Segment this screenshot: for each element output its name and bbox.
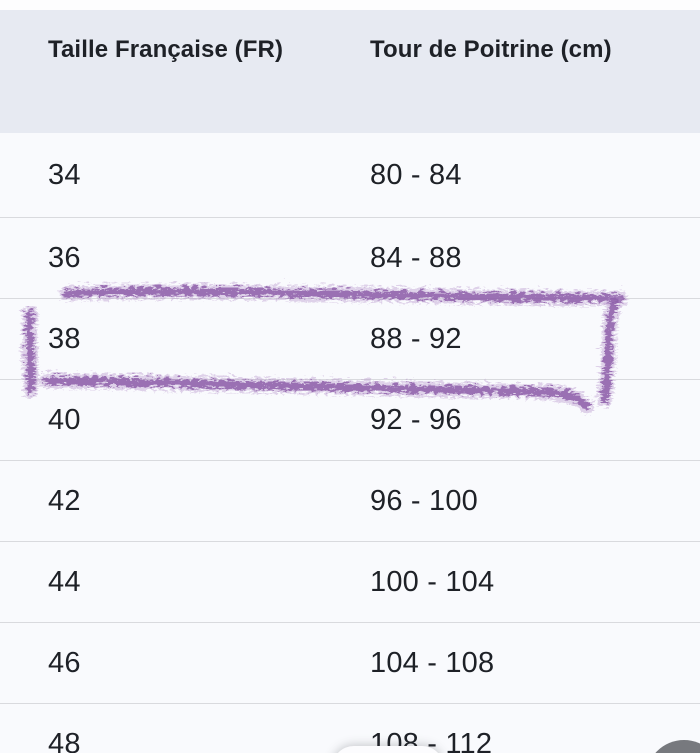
size-cell: 48 <box>48 727 81 753</box>
peek-button[interactable] <box>332 746 444 753</box>
table-row-34: 34 80 - 84 <box>0 133 700 217</box>
size-chart-table: Taille Française (FR) Tour de Poitrine (… <box>0 10 700 753</box>
table-body: 34 80 - 84 36 84 - 88 38 88 - 92 40 92 -… <box>0 133 700 753</box>
chest-range-cell: 80 - 84 <box>370 158 462 191</box>
column-header-chest-circumference: Tour de Poitrine (cm) <box>370 36 612 63</box>
size-cell: 44 <box>48 565 81 598</box>
chest-range-cell: 88 - 92 <box>370 322 462 355</box>
table-row-42: 42 96 - 100 <box>0 460 700 541</box>
table-row-48: 48 108 - 112 <box>0 703 700 753</box>
chest-range-cell: 96 - 100 <box>370 484 479 517</box>
chest-range-cell: 104 - 108 <box>370 646 495 679</box>
table-row-38-highlighted: 38 88 - 92 <box>0 298 700 379</box>
table-row-44: 44 100 - 104 <box>0 541 700 622</box>
column-header-french-size: Taille Française (FR) <box>48 36 284 63</box>
top-strip <box>0 0 700 10</box>
table-row-36: 36 84 - 88 <box>0 217 700 298</box>
size-cell: 36 <box>48 241 81 274</box>
size-cell: 34 <box>48 158 81 191</box>
chest-range-cell: 100 - 104 <box>370 565 495 598</box>
chest-range-cell: 92 - 96 <box>370 403 462 436</box>
size-cell: 46 <box>48 646 81 679</box>
size-cell: 42 <box>48 484 81 517</box>
chest-range-cell: 84 - 88 <box>370 241 462 274</box>
size-cell: 40 <box>48 403 81 436</box>
table-row-46: 46 104 - 108 <box>0 622 700 703</box>
table-header: Taille Française (FR) Tour de Poitrine (… <box>0 10 700 133</box>
size-cell: 38 <box>48 322 81 355</box>
table-row-40: 40 92 - 96 <box>0 379 700 460</box>
